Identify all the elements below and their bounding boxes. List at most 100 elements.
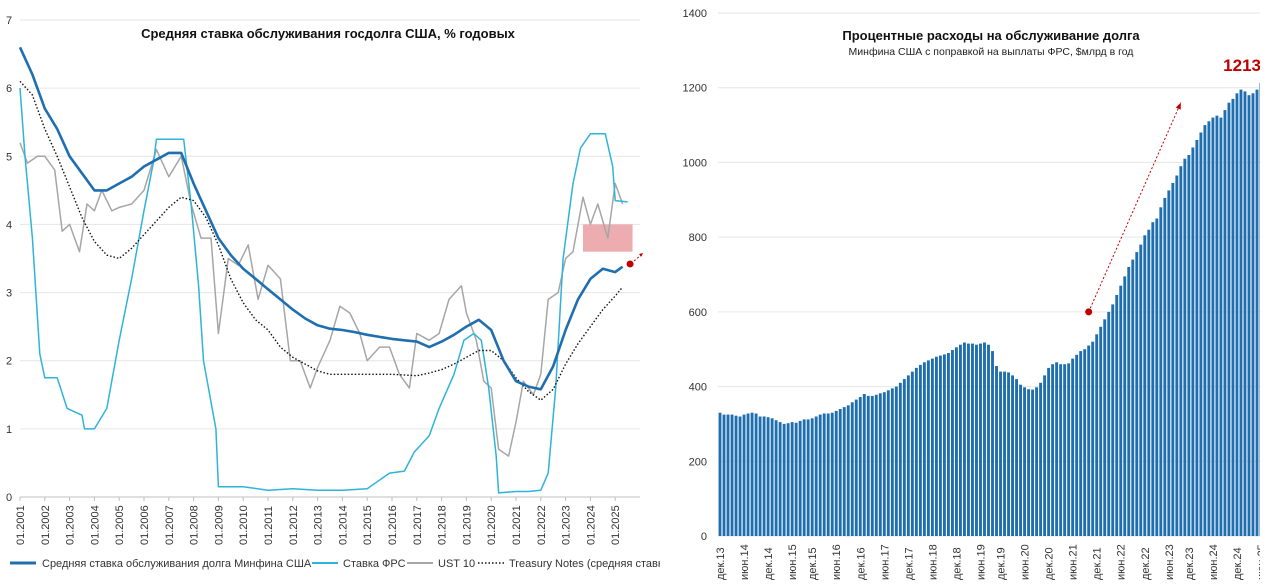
right-x-tick-label: дек.20 (1044, 547, 1056, 580)
left-x-tick-label: 01.2012 (288, 505, 300, 545)
bar (1123, 276, 1127, 536)
bar (846, 405, 850, 537)
bar (1103, 319, 1107, 536)
bar (1063, 364, 1067, 536)
bar (995, 366, 998, 536)
bar (1007, 372, 1010, 536)
bar (794, 422, 798, 536)
left-x-tick-label: 01.2022 (536, 505, 548, 545)
left-x-tick-label: 01.2007 (164, 505, 176, 545)
right-x-tick-label: дек.15 (807, 547, 819, 580)
bar (810, 418, 814, 536)
bar (1051, 364, 1055, 536)
bar (806, 419, 810, 536)
bar (822, 413, 826, 536)
right-x-tick-label: июн.25 (1256, 544, 1260, 580)
bar (830, 412, 834, 536)
bar (1203, 125, 1207, 536)
left-x-tick-label: 01.2009 (213, 505, 225, 545)
bar (1131, 259, 1135, 536)
bar (778, 422, 782, 536)
left-x-tick-label: 01.2003 (65, 505, 77, 545)
bar (902, 379, 906, 536)
bar (1211, 117, 1215, 536)
bar (975, 344, 978, 536)
bar (954, 347, 958, 536)
left-marker-arrow (633, 254, 642, 262)
bar (1071, 358, 1075, 536)
left-y-axis: 0 1 2 3 4 5 6 7 (6, 15, 12, 504)
left-x-tick-label: 01.2008 (189, 505, 201, 545)
bar (1183, 158, 1187, 536)
bar (750, 412, 754, 536)
bar (1247, 95, 1251, 536)
left-x-tick-label: 01.2011 (263, 506, 275, 545)
bar (722, 414, 726, 536)
series-treasury-notes (19, 80, 624, 401)
bar (1023, 387, 1027, 536)
bar (1139, 244, 1143, 536)
right-x-tick-label: дек.18 (951, 547, 963, 580)
bar (926, 360, 930, 536)
right-bars-group (718, 82, 1260, 537)
bar (1095, 334, 1099, 536)
bar (738, 416, 742, 536)
bar (1099, 326, 1103, 536)
left-y-tick-label: 3 (6, 288, 12, 300)
bar (934, 356, 938, 536)
bar (766, 417, 770, 536)
bar (906, 375, 910, 536)
bar (1151, 222, 1155, 536)
bar (1083, 349, 1087, 536)
legend-label-treasury-notes: Treasury Notes (средняя ставка) (509, 558, 660, 570)
series-debt-rate (18, 46, 624, 391)
left-x-tick-label: 01.2014 (337, 505, 349, 545)
left-x-tick-label: 01.2015 (362, 505, 374, 545)
bar (946, 353, 950, 536)
left-x-tick-label: 01.2020 (486, 505, 498, 545)
bar (910, 371, 914, 536)
bar (878, 393, 882, 536)
bar (1055, 362, 1059, 536)
left-x-tick-label: 01.2024 (585, 505, 597, 545)
right-y-tick-label: 800 (689, 232, 707, 244)
bar (734, 415, 738, 536)
series-ust10 (19, 142, 624, 457)
right-y-tick-label: 600 (689, 307, 707, 319)
right-y-tick-label: 1400 (683, 8, 707, 20)
bar (782, 423, 786, 536)
bar (1163, 197, 1167, 536)
left-x-tick-label: 01.2016 (387, 505, 399, 545)
bar (1235, 93, 1239, 537)
right-chart-subtitle: Минфина США с поправкой на выплаты ФРС, … (849, 46, 1134, 58)
bar (890, 388, 894, 536)
bar (1171, 183, 1175, 536)
bar (1175, 175, 1179, 536)
right-x-tick-label: июн.14 (739, 544, 751, 580)
left-x-tick-label: 01.2019 (461, 505, 473, 545)
bar (1147, 229, 1151, 536)
bar (1187, 155, 1191, 536)
bar (1251, 93, 1255, 537)
right-x-tick-label: дек.21 (1092, 547, 1104, 580)
bar (798, 420, 802, 536)
legend-label-debt-rate: Средняя ставка обслуживания долга Минфин… (42, 558, 312, 570)
right-x-tick-label: дек.24 (1232, 547, 1244, 580)
left-marker-arrowhead (639, 252, 644, 257)
legend-label-fed-rate: Ставка ФРС (343, 558, 406, 570)
bar (866, 395, 870, 536)
right-x-tick-label: июн.15 (787, 544, 799, 580)
left-y-tick-label: 2 (6, 356, 12, 368)
bar (838, 409, 842, 536)
right-x-tick-label: июн.20 (1020, 544, 1032, 580)
bar (1119, 285, 1123, 536)
left-x-tick-label: 01.2004 (89, 505, 101, 545)
bar (818, 414, 822, 536)
left-gridlines (20, 19, 640, 498)
right-y-tick-label: 200 (689, 456, 707, 468)
bar (886, 390, 890, 536)
trend-arrowhead (1175, 102, 1181, 110)
left-x-tick-label: 01.2001 (15, 505, 27, 545)
last-value-annotation: 1213 (1223, 56, 1260, 75)
left-y-tick-label: 4 (6, 219, 12, 231)
